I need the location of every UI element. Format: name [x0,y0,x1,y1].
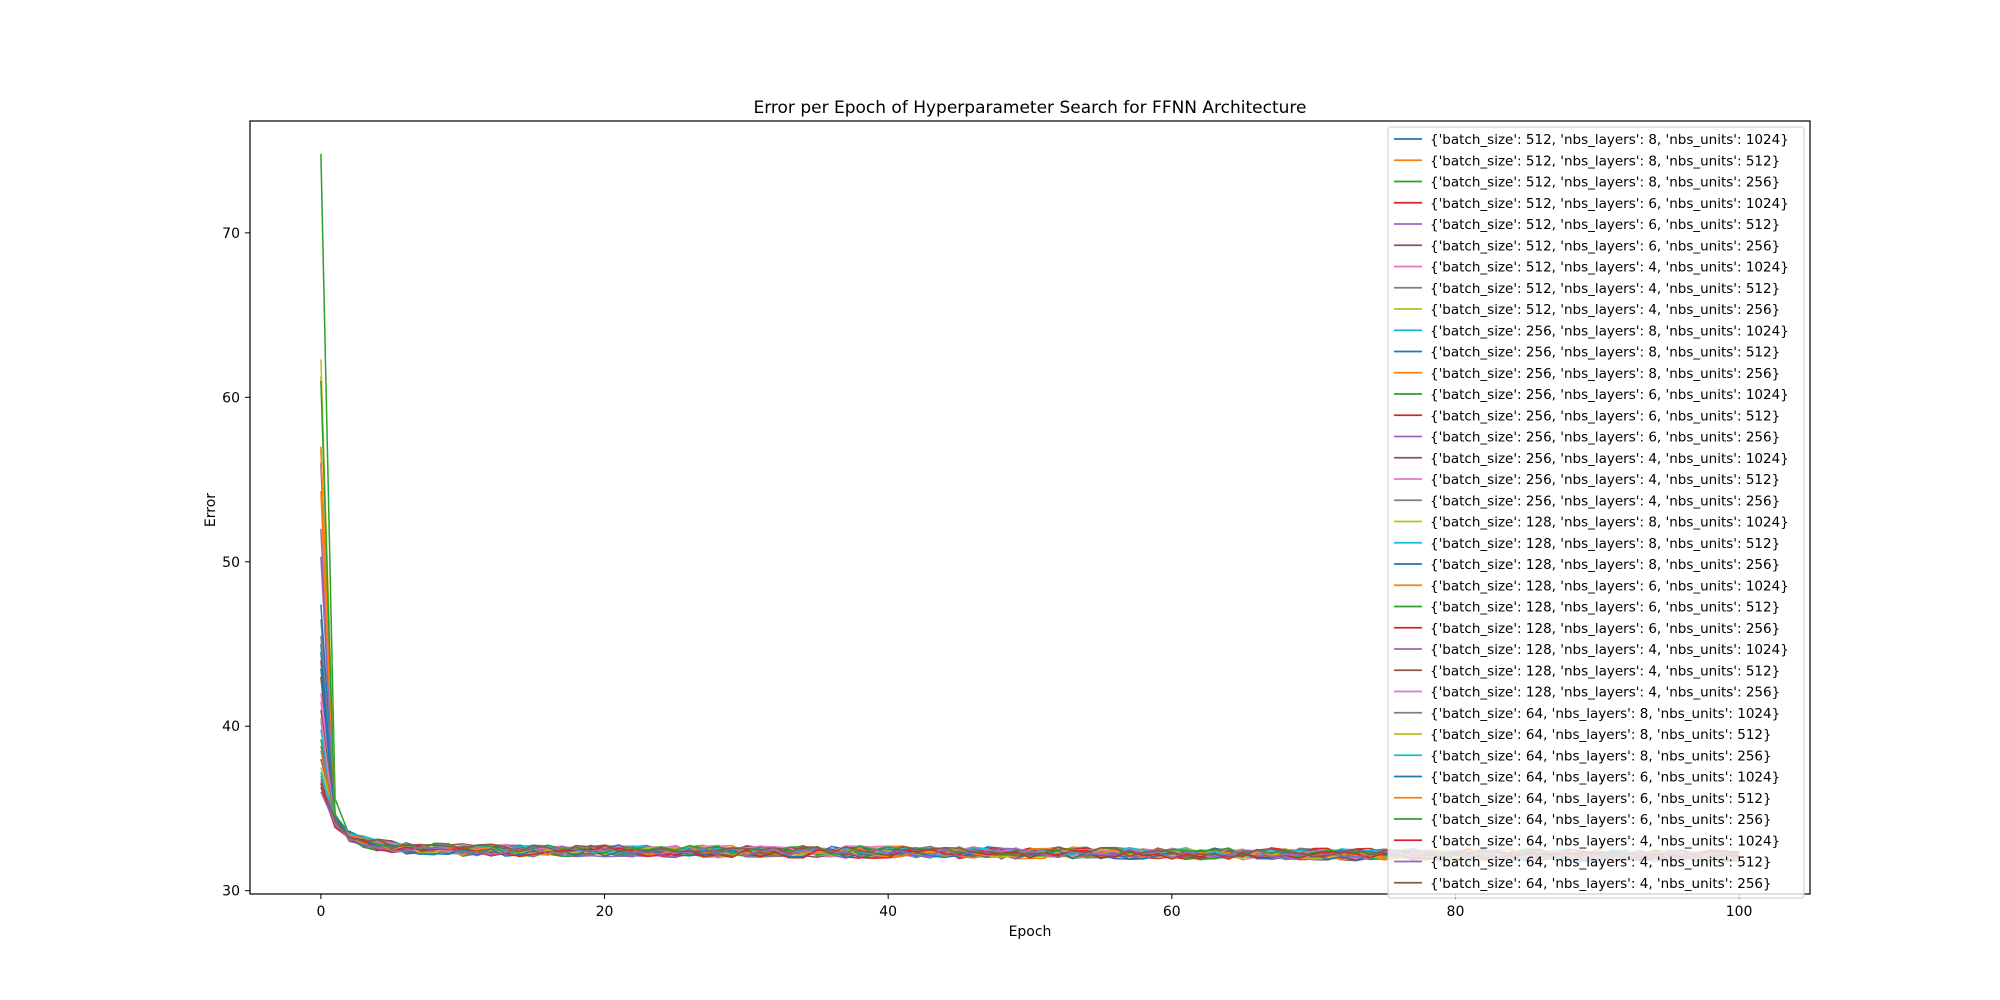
legend-label: {'batch_size': 128, 'nbs_layers': 8, 'nb… [1430,515,1789,531]
legend-label: {'batch_size': 256, 'nbs_layers': 6, 'nb… [1430,408,1780,424]
x-tick-label: 60 [1163,904,1181,920]
legend-label: {'batch_size': 512, 'nbs_layers': 4, 'nb… [1430,281,1780,297]
legend-label: {'batch_size': 512, 'nbs_layers': 8, 'nb… [1430,175,1780,191]
x-tick-label: 100 [1726,904,1753,920]
legend-label: {'batch_size': 128, 'nbs_layers': 4, 'nb… [1430,663,1780,679]
legend-label: {'batch_size': 256, 'nbs_layers': 8, 'nb… [1430,366,1780,382]
legend-label: {'batch_size': 128, 'nbs_layers': 6, 'nb… [1430,600,1780,616]
legend-label: {'batch_size': 64, 'nbs_layers': 6, 'nbs… [1430,791,1772,807]
legend-label: {'batch_size': 256, 'nbs_layers': 4, 'nb… [1430,451,1789,467]
x-axis: 0 20 40 60 80 100 [316,894,1752,920]
legend-label: {'batch_size': 512, 'nbs_layers': 6, 'nb… [1430,238,1780,254]
legend-label: {'batch_size': 256, 'nbs_layers': 8, 'nb… [1430,323,1789,339]
legend-label: {'batch_size': 128, 'nbs_layers': 6, 'nb… [1430,578,1789,594]
chart-title: Error per Epoch of Hyperparameter Search… [753,98,1306,118]
legend-label: {'batch_size': 256, 'nbs_layers': 4, 'nb… [1430,472,1780,488]
legend-label: {'batch_size': 256, 'nbs_layers': 6, 'nb… [1430,387,1789,403]
legend: {'batch_size': 512, 'nbs_layers': 8, 'nb… [1387,126,1805,899]
legend-label: {'batch_size': 64, 'nbs_layers': 8, 'nbs… [1430,727,1772,743]
legend-label: {'batch_size': 64, 'nbs_layers': 4, 'nbs… [1430,876,1772,892]
legend-label: {'batch_size': 64, 'nbs_layers': 6, 'nbs… [1430,812,1772,828]
x-tick-label: 80 [1447,904,1465,920]
legend-label: {'batch_size': 256, 'nbs_layers': 6, 'nb… [1430,430,1780,446]
x-tick-label: 40 [879,904,897,920]
y-tick-label: 40 [222,719,240,735]
legend-label: {'batch_size': 512, 'nbs_layers': 4, 'nb… [1430,302,1780,318]
legend-label: {'batch_size': 256, 'nbs_layers': 4, 'nb… [1430,493,1780,509]
legend-label: {'batch_size': 512, 'nbs_layers': 6, 'nb… [1430,196,1789,212]
y-tick-label: 50 [222,555,240,571]
legend-label: {'batch_size': 512, 'nbs_layers': 4, 'nb… [1430,260,1789,276]
legend-label: {'batch_size': 128, 'nbs_layers': 6, 'nb… [1430,621,1780,637]
legend-label: {'batch_size': 128, 'nbs_layers': 4, 'nb… [1430,642,1789,658]
x-tick-label: 0 [316,904,325,920]
legend-label: {'batch_size': 64, 'nbs_layers': 6, 'nbs… [1430,770,1780,786]
legend-label: {'batch_size': 128, 'nbs_layers': 4, 'nb… [1430,685,1780,701]
legend-label: {'batch_size': 512, 'nbs_layers': 6, 'nb… [1430,217,1780,233]
legend-label: {'batch_size': 512, 'nbs_layers': 8, 'nb… [1430,132,1789,148]
plot-frame [249,120,1811,895]
legend-label: {'batch_size': 128, 'nbs_layers': 8, 'nb… [1430,536,1780,552]
legend-label: {'batch_size': 64, 'nbs_layers': 8, 'nbs… [1430,706,1780,722]
legend-box [1387,126,1805,899]
y-tick-label: 60 [222,390,240,406]
x-axis-title: Epoch [1009,924,1052,940]
x-tick-label: 20 [596,904,614,920]
y-axis-title: Error [203,493,219,527]
legend-label: {'batch_size': 512, 'nbs_layers': 8, 'nb… [1430,153,1780,169]
legend-label: {'batch_size': 256, 'nbs_layers': 8, 'nb… [1430,345,1780,361]
legend-label: {'batch_size': 128, 'nbs_layers': 8, 'nb… [1430,557,1780,573]
y-tick-label: 70 [222,226,240,242]
legend-label: {'batch_size': 64, 'nbs_layers': 8, 'nbs… [1430,748,1772,764]
y-axis: 30 40 50 60 70 [222,226,250,900]
legend-label: {'batch_size': 64, 'nbs_layers': 4, 'nbs… [1430,855,1772,871]
legend-label: {'batch_size': 64, 'nbs_layers': 4, 'nbs… [1430,833,1780,849]
y-tick-label: 30 [222,884,240,900]
